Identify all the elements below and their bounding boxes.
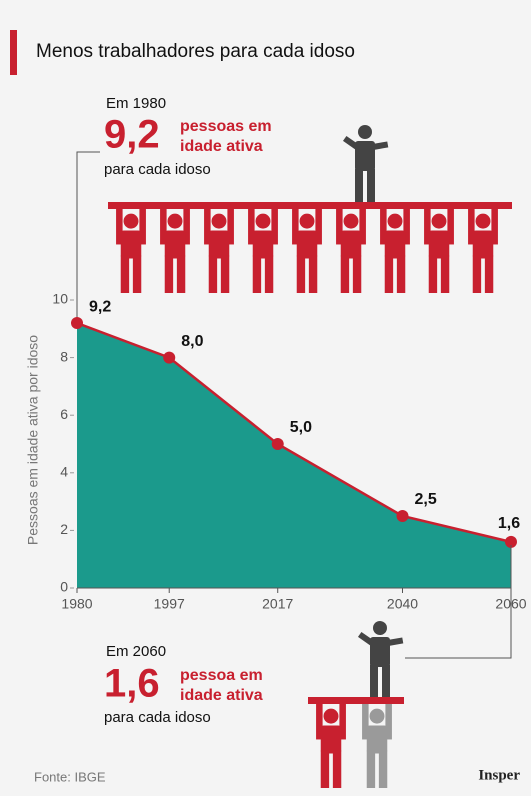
x-tick-label: 2040 [387, 596, 418, 612]
x-tick-label: 1997 [154, 596, 185, 612]
value-label: 1,6 [498, 515, 520, 532]
callout-line [76, 151, 100, 322]
x-tick-label: 1980 [61, 596, 92, 612]
y-tick-label: 2 [60, 521, 68, 537]
callout-text: pessoas em [180, 118, 272, 135]
value-label: 5,0 [290, 419, 312, 436]
lifters-2060 [308, 621, 404, 788]
callout-outro: para cada idoso [104, 709, 211, 726]
callout-intro: Em 2060 [106, 643, 166, 660]
value-label: 8,0 [181, 333, 203, 350]
callout-number: 9,2 [104, 113, 160, 157]
callout-text: pessoa em [180, 667, 263, 684]
callout-text: idade ativa [180, 687, 263, 704]
point [505, 535, 517, 548]
point [271, 438, 284, 450]
y-tick-label: 4 [60, 464, 68, 480]
title-accent [10, 30, 17, 75]
y-tick-label: 6 [60, 406, 68, 422]
callout-outro: para cada idoso [104, 161, 211, 178]
y-tick-label: 10 [52, 291, 68, 307]
chart-title: Menos trabalhadores para cada idoso [36, 41, 355, 62]
point [163, 351, 176, 364]
brand: Insper [478, 767, 520, 783]
callout-number: 1,6 [104, 662, 160, 706]
point [71, 317, 83, 330]
x-tick-label: 2017 [262, 596, 293, 612]
point [396, 510, 409, 522]
source: Fonte: IBGE [34, 769, 106, 784]
y-tick-label: 8 [60, 348, 68, 364]
callout-line [405, 545, 512, 659]
value-label: 9,2 [89, 298, 111, 315]
callout-intro: Em 1980 [106, 95, 166, 112]
value-label: 2,5 [415, 491, 437, 508]
callout-text: idade ativa [180, 138, 263, 155]
y-tick-label: 0 [60, 579, 68, 595]
lifters-1980 [108, 125, 512, 293]
y-axis-label: Pessoas em idade ativa por idoso [25, 335, 41, 545]
